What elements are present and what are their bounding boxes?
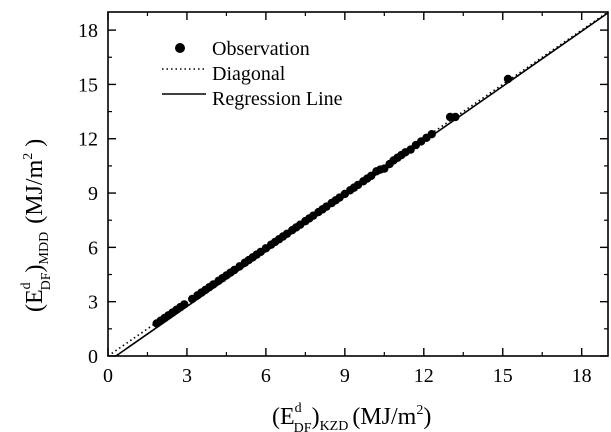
x-tick-label: 0 [103, 365, 113, 387]
legend-label: Observation [212, 38, 310, 60]
x-tick-label: 18 [572, 365, 592, 387]
observation-points [152, 74, 513, 328]
legend-label: Diagonal [212, 63, 286, 85]
observation-point [427, 130, 436, 139]
y-tick-labels: 0 3 6 9 12 15 18 [78, 20, 98, 368]
legend: Observation Diagonal Regression Line [162, 38, 343, 110]
x-axis-title: (Ed DF)KZD (MJ/m2) [272, 401, 431, 432]
x-tick-labels: 0 3 6 9 12 15 18 [103, 365, 592, 387]
y-tick-label: 3 [88, 292, 98, 314]
x-tick-label: 15 [493, 365, 513, 387]
y-tick-label: 18 [78, 20, 98, 42]
y-tick-label: 0 [88, 346, 98, 368]
legend-label: Regression Line [212, 88, 343, 110]
observation-point [451, 112, 460, 122]
y-tick-label: 9 [88, 183, 98, 205]
x-tick-label: 3 [182, 365, 192, 387]
y-tick-label: 6 [88, 237, 98, 259]
observation-point [180, 300, 189, 309]
y-tick-label: 12 [78, 129, 98, 151]
observation-point [503, 74, 513, 84]
plot-frame [107, 11, 609, 357]
legend-dot-marker [175, 43, 185, 53]
tick-marks [107, 12, 608, 357]
x-tick-label: 12 [414, 365, 434, 387]
y-axis-title: (Ed DF)MDD(MJ/m2 ) [19, 139, 54, 312]
y-tick-label: 15 [78, 74, 98, 96]
x-tick-label: 6 [261, 365, 271, 387]
x-tick-label: 9 [340, 365, 350, 387]
